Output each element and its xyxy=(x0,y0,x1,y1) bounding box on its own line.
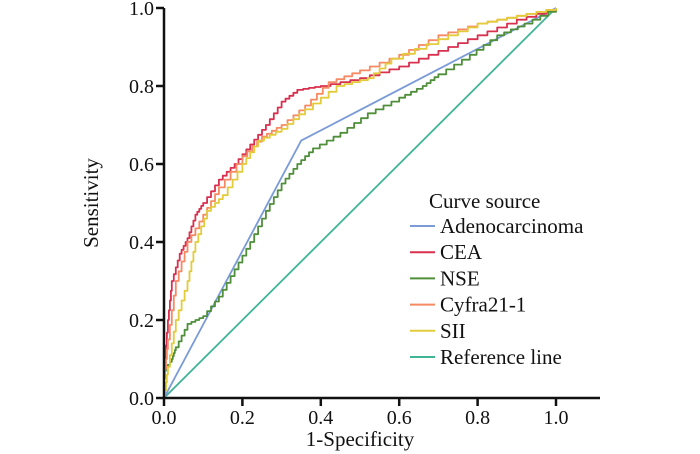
legend-label: Cyfra21-1 xyxy=(440,293,526,317)
y-tick-label: 0.6 xyxy=(129,154,154,176)
axes xyxy=(162,8,600,400)
x-tick-label: 0.2 xyxy=(230,407,255,429)
curve-nse xyxy=(163,8,557,398)
x-axis-title: 1-Specificity xyxy=(306,427,415,451)
x-ticks: 0.0 0.2 0.4 0.6 0.8 1.0 xyxy=(152,398,569,429)
legend-item-cyfra21-1: Cyfra21-1 xyxy=(410,293,526,317)
x-tick-label: 0.0 xyxy=(152,407,177,429)
y-tick-label: 0.4 xyxy=(129,232,154,254)
legend-item-sii: SII xyxy=(410,319,466,343)
y-tick-label: 0.0 xyxy=(129,388,154,410)
y-axis-title: Sensitivity xyxy=(79,158,103,248)
y-tick-label: 0.2 xyxy=(129,310,154,332)
plot-curves xyxy=(163,7,557,399)
curve-reference-line xyxy=(163,7,557,399)
legend-item-cea: CEA xyxy=(410,240,483,264)
y-tick-label: 1.0 xyxy=(129,0,154,20)
curve-cyfra21-1 xyxy=(163,8,557,398)
legend-item-adenocarcinoma: Adenocarcinoma xyxy=(410,214,584,238)
curve-sii xyxy=(164,8,557,399)
y-tick-label: 0.8 xyxy=(129,76,154,98)
curve-cea xyxy=(163,8,557,398)
legend-label: SII xyxy=(440,319,466,343)
legend-label: CEA xyxy=(440,240,483,264)
x-tick-label: 0.4 xyxy=(308,407,333,429)
x-tick-label: 0.8 xyxy=(465,407,490,429)
legend-item-nse: NSE xyxy=(410,266,480,290)
curve-adenocarcinoma xyxy=(163,7,557,399)
x-tick-label: 1.0 xyxy=(544,407,569,429)
legend-label: Reference line xyxy=(440,345,562,369)
y-ticks: 0.0 0.2 0.4 0.6 0.8 1.0 xyxy=(129,0,164,410)
legend-label: Adenocarcinoma xyxy=(440,214,584,238)
x-tick-label: 0.6 xyxy=(387,407,412,429)
legend-label: NSE xyxy=(440,266,480,290)
legend-title: Curve source xyxy=(429,189,540,213)
legend-item-reference-line: Reference line xyxy=(410,345,562,369)
